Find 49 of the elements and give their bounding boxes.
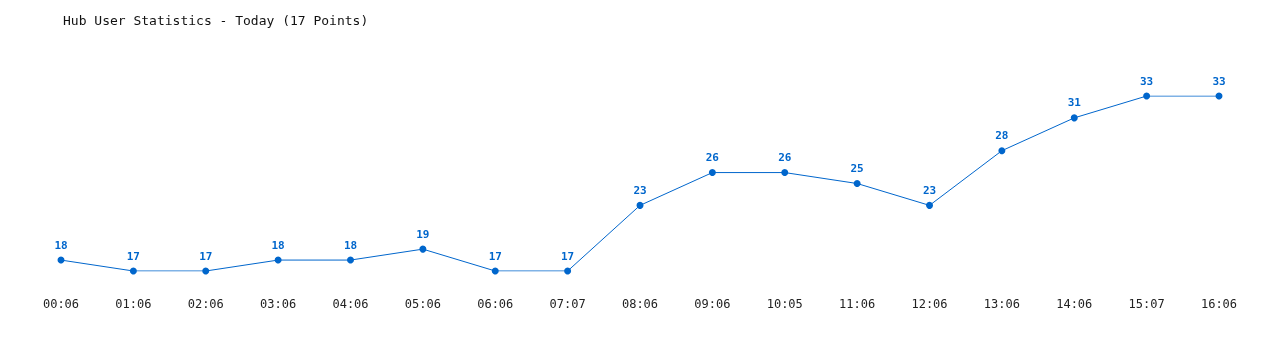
point: [202, 267, 210, 275]
data-label: 17: [126, 249, 140, 263]
data-label: 33: [1212, 74, 1226, 88]
point: [1070, 114, 1078, 122]
x-tick-label: 11:06: [839, 297, 876, 311]
data-label: 31: [1067, 96, 1082, 110]
x-tick-label: 10:05: [766, 297, 803, 311]
data-label: 25: [850, 162, 864, 175]
point: [998, 147, 1006, 155]
chart-title: Hub User Statistics - Today (17 Points): [63, 13, 369, 28]
data-label: 18: [271, 238, 285, 252]
x-tick-label: 13:06: [983, 297, 1020, 311]
x-tick-label: 00:06: [42, 297, 80, 311]
point: [564, 267, 572, 275]
point: [853, 180, 861, 187]
data-label: 33: [1140, 74, 1154, 88]
point: [1143, 92, 1151, 100]
point: [129, 267, 137, 275]
x-tick-label: 12:06: [911, 297, 948, 311]
x-tick-label: 15:07: [1128, 297, 1165, 311]
point: [708, 169, 716, 177]
x-tick-label: 05:06: [404, 297, 441, 311]
x-tick-label: 07:07: [549, 297, 586, 311]
data-label: 17: [488, 249, 502, 263]
x-tick-label: 08:06: [621, 297, 659, 311]
x-tick-label: 02:06: [187, 297, 224, 311]
data-label: 18: [54, 238, 68, 252]
data-label: 23: [633, 183, 647, 197]
data-label: 23: [922, 183, 937, 197]
x-tick-label: 09:06: [694, 297, 731, 311]
data-label: 28: [995, 129, 1009, 143]
point: [347, 256, 354, 264]
x-tick-label: 01:06: [115, 297, 152, 311]
data-label: 17: [199, 249, 213, 263]
data-label: 26: [778, 151, 792, 165]
point: [781, 169, 789, 177]
x-tick-label: 06:06: [477, 297, 514, 311]
x-tick-label: 14:06: [1056, 297, 1093, 311]
data-label: 19: [416, 227, 430, 241]
point: [636, 201, 644, 209]
x-tick-label: 03:06: [260, 297, 297, 311]
data-label: 26: [705, 151, 720, 165]
point: [926, 201, 933, 209]
x-tick-label: 16:06: [1200, 297, 1238, 311]
data-label: 18: [343, 238, 358, 252]
x-tick-label: 04:06: [332, 297, 369, 311]
data-label: 17: [561, 249, 575, 263]
point: [419, 245, 427, 253]
point: [491, 267, 499, 275]
